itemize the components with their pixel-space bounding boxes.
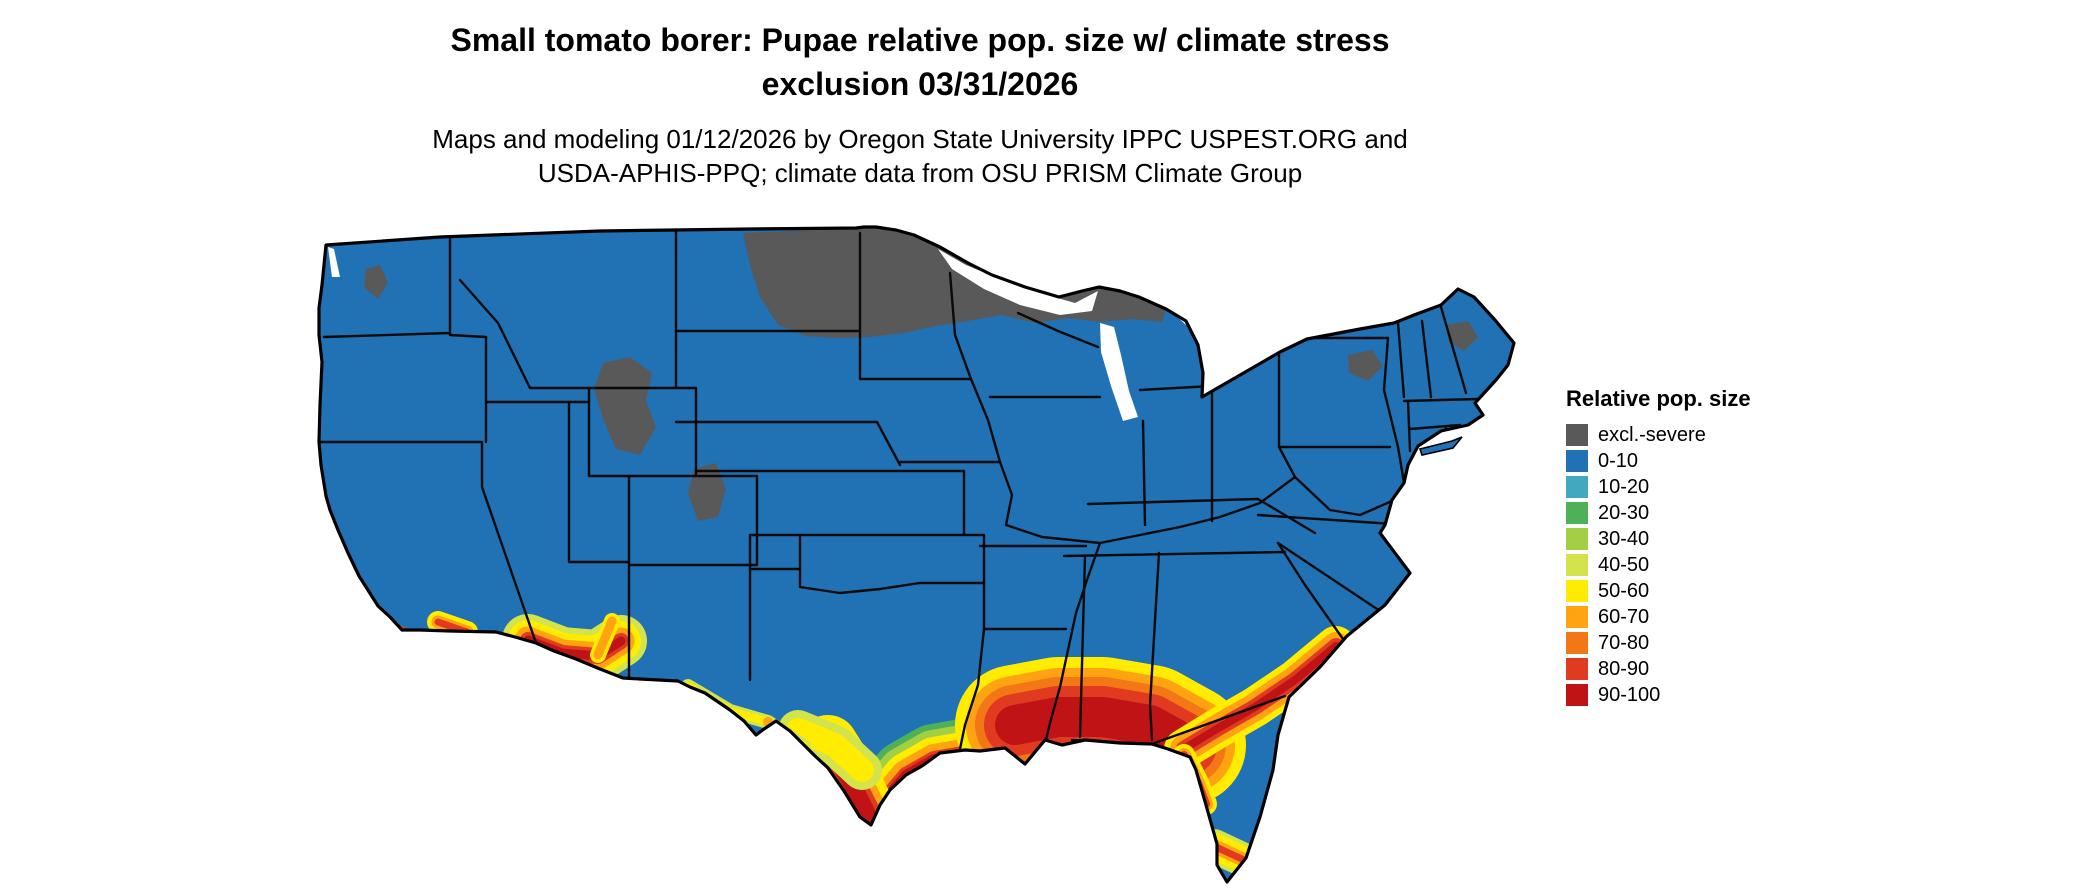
legend-item: 40-50 xyxy=(1566,552,1866,578)
exclusion-patch-maine xyxy=(1446,321,1478,351)
national-outline xyxy=(317,225,1516,884)
puget-sound xyxy=(328,247,340,277)
figure-subtitle: Maps and modeling 01/12/2026 by Oregon S… xyxy=(180,122,1660,190)
state-borders xyxy=(319,229,1480,751)
legend-swatch-80-90 xyxy=(1566,658,1588,680)
tx-fringe-yellow xyxy=(786,718,874,782)
legend: Relative pop. size excl.-severe 0-10 10-… xyxy=(1566,386,1866,708)
legend-swatch-70-80 xyxy=(1566,632,1588,654)
legend-label: 80-90 xyxy=(1598,657,1650,680)
us-map xyxy=(317,225,1516,884)
figure-title: Small tomato borer: Pupae relative pop. … xyxy=(180,18,1660,106)
exclusion-patch-colorado xyxy=(688,463,726,521)
legend-label: 0-10 xyxy=(1598,449,1639,472)
legend-label: 30-40 xyxy=(1598,527,1650,550)
figure-subtitle-line1: Maps and modeling 01/12/2026 by Oregon S… xyxy=(432,124,1408,154)
legend-item: 90-100 xyxy=(1566,682,1866,708)
legend-item: 60-70 xyxy=(1566,604,1866,630)
core-darkred xyxy=(995,697,1206,765)
figure-title-line1: Small tomato borer: Pupae relative pop. … xyxy=(450,22,1390,58)
legend-item: 80-90 xyxy=(1566,656,1866,682)
legend-label: 50-60 xyxy=(1598,579,1650,602)
legend-swatch-60-70 xyxy=(1566,606,1588,628)
legend-swatch-90-100 xyxy=(1566,684,1588,706)
lake-michigan xyxy=(1100,323,1138,421)
legend-swatch-excl-severe xyxy=(1566,424,1588,446)
legend-label: 60-70 xyxy=(1598,605,1650,628)
legend-item: 70-80 xyxy=(1566,630,1866,656)
legend-item: 50-60 xyxy=(1566,578,1866,604)
figure-title-line2: exclusion 03/31/2026 xyxy=(761,66,1079,102)
south-florida-band xyxy=(1197,829,1261,877)
legend-swatch-50-60 xyxy=(1566,580,1588,602)
legend-swatch-40-50 xyxy=(1566,554,1588,576)
lake-superior xyxy=(938,249,1098,315)
legend-label: 10-20 xyxy=(1598,475,1650,498)
legend-label: excl.-severe xyxy=(1598,423,1706,446)
legend-label: 70-80 xyxy=(1598,631,1650,654)
legend-swatch-0-10 xyxy=(1566,450,1588,472)
legend-swatch-10-20 xyxy=(1566,476,1588,498)
legend-label: 90-100 xyxy=(1598,683,1661,706)
texas-inland-fringe xyxy=(778,710,882,790)
figure-subtitle-line2: USDA-APHIS-PPQ; climate data from OSU PR… xyxy=(537,158,1303,188)
legend-swatch-30-40 xyxy=(1566,528,1588,550)
az-spur-orange xyxy=(593,616,617,660)
legend-item: excl.-severe xyxy=(1566,422,1866,448)
exclusion-patch-rockies xyxy=(594,357,656,455)
legend-item: 30-40 xyxy=(1566,526,1866,552)
legend-label: 20-30 xyxy=(1598,501,1650,524)
sfl-red xyxy=(1210,842,1248,864)
legend-item: 20-30 xyxy=(1566,500,1866,526)
legend-title: Relative pop. size xyxy=(1566,386,1751,411)
legend-item: 10-20 xyxy=(1566,474,1866,500)
exclusion-patch-cascades xyxy=(364,265,388,299)
legend-label: 40-50 xyxy=(1598,553,1650,576)
louisiana-georgia-core xyxy=(955,657,1246,805)
legend-item: 0-10 xyxy=(1566,448,1866,474)
legend-swatch-20-30 xyxy=(1566,502,1588,524)
exclusion-patch-adirondacks xyxy=(1348,350,1383,381)
long-island xyxy=(1418,436,1463,456)
